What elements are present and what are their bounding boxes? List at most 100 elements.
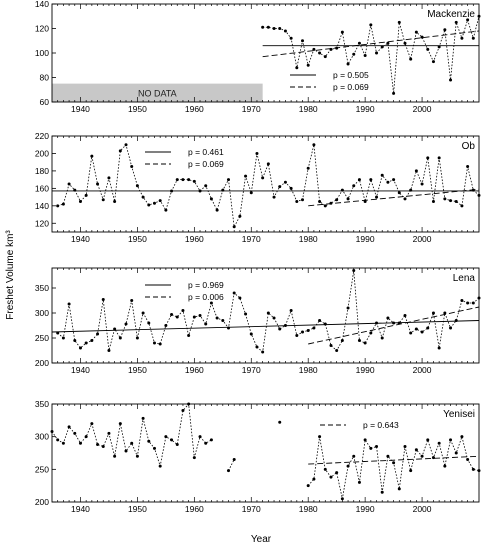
y-tick-label: 250 bbox=[35, 464, 49, 474]
series-line bbox=[57, 270, 480, 353]
data-point bbox=[449, 326, 453, 330]
data-point bbox=[73, 431, 77, 435]
data-point bbox=[466, 165, 470, 169]
data-point bbox=[101, 444, 105, 448]
data-point bbox=[352, 269, 356, 272]
data-point bbox=[312, 326, 316, 330]
data-point bbox=[56, 204, 60, 208]
x-tick-label: 1990 bbox=[356, 504, 375, 514]
data-point bbox=[460, 299, 464, 302]
data-point bbox=[375, 195, 379, 199]
data-point bbox=[164, 435, 168, 439]
data-point bbox=[141, 311, 145, 315]
data-point bbox=[454, 20, 458, 24]
data-point bbox=[261, 25, 265, 29]
y-tick-label: 300 bbox=[35, 308, 49, 318]
data-point bbox=[272, 195, 276, 199]
data-point bbox=[306, 166, 310, 170]
data-point bbox=[346, 464, 350, 468]
data-point bbox=[312, 143, 316, 147]
data-point bbox=[403, 197, 407, 201]
no-data-label: NO DATA bbox=[138, 88, 177, 98]
panel-lena: 200 250 300 350 1940 1950 1960 1970 1980 1990 2000… bbox=[35, 267, 481, 375]
data-point bbox=[175, 443, 179, 447]
data-point bbox=[124, 322, 128, 326]
x-tick-label: 1940 bbox=[71, 504, 90, 514]
data-point bbox=[135, 336, 139, 340]
data-point bbox=[380, 336, 384, 340]
data-point bbox=[101, 298, 105, 301]
data-point bbox=[375, 51, 379, 55]
y-tick-label: 100 bbox=[35, 48, 49, 58]
data-point bbox=[266, 162, 270, 166]
data-point bbox=[363, 438, 367, 442]
series-line bbox=[51, 403, 212, 467]
x-tick-label: 1980 bbox=[299, 365, 318, 375]
y-tick-label: 140 bbox=[35, 0, 49, 9]
x-tick-label: 2000 bbox=[413, 504, 432, 514]
data-point bbox=[346, 197, 350, 201]
y-tick-label: 60 bbox=[40, 97, 50, 107]
x-axis-label: Year bbox=[251, 534, 272, 545]
data-point bbox=[192, 179, 196, 183]
data-point bbox=[420, 330, 424, 334]
data-point bbox=[278, 327, 282, 331]
data-point bbox=[420, 35, 424, 39]
data-point bbox=[306, 329, 310, 332]
panel-ob: 120 140 160 180 200 220 1940 1950 1960 1970 1980 19… bbox=[35, 131, 481, 244]
panel-yenisei: 200 250 300 350 1940 1950 1960 1970 1980 1990 2000… bbox=[35, 399, 481, 514]
x-tick-label: 1960 bbox=[185, 234, 204, 244]
x-tick-label: 1960 bbox=[185, 365, 204, 375]
data-point bbox=[409, 469, 413, 473]
data-point bbox=[312, 477, 316, 481]
data-point bbox=[357, 178, 361, 182]
data-point bbox=[295, 66, 299, 70]
data-point bbox=[369, 23, 373, 27]
data-point bbox=[61, 441, 65, 445]
data-point bbox=[283, 180, 287, 184]
data-point bbox=[426, 326, 430, 330]
data-point bbox=[107, 349, 111, 352]
data-point bbox=[147, 439, 151, 443]
data-point bbox=[329, 475, 333, 479]
plot-frame bbox=[51, 135, 480, 233]
x-tick-label: 1970 bbox=[242, 504, 261, 514]
data-point bbox=[90, 154, 94, 158]
data-point bbox=[266, 311, 270, 315]
data-point bbox=[244, 312, 248, 316]
data-point bbox=[113, 327, 117, 331]
data-point bbox=[67, 425, 71, 429]
data-point bbox=[204, 322, 208, 326]
trend-line-dashed bbox=[308, 306, 480, 345]
data-point bbox=[403, 41, 407, 45]
data-point bbox=[403, 314, 407, 317]
y-tick-label: 180 bbox=[35, 166, 49, 176]
data-point bbox=[278, 185, 282, 189]
data-point bbox=[335, 471, 339, 475]
data-point bbox=[124, 143, 128, 147]
data-point bbox=[244, 174, 248, 178]
data-point bbox=[403, 444, 407, 448]
data-point bbox=[466, 301, 470, 305]
data-point bbox=[238, 214, 242, 218]
data-point bbox=[301, 198, 305, 202]
data-point bbox=[204, 184, 208, 188]
y-tick-label: 200 bbox=[35, 148, 49, 158]
data-point bbox=[255, 345, 259, 349]
data-point bbox=[78, 441, 82, 445]
data-point bbox=[471, 36, 475, 40]
data-point bbox=[130, 441, 134, 445]
data-point bbox=[329, 344, 333, 347]
data-point bbox=[181, 309, 185, 312]
y-tick-label: 220 bbox=[35, 131, 49, 141]
data-point bbox=[198, 314, 202, 317]
data-point bbox=[295, 334, 299, 337]
data-point bbox=[238, 296, 242, 300]
data-point bbox=[466, 458, 470, 462]
data-point bbox=[209, 301, 213, 305]
legend-label: p = 0.643 bbox=[363, 420, 399, 430]
data-point bbox=[471, 301, 475, 305]
data-point bbox=[369, 331, 373, 335]
data-point bbox=[357, 41, 361, 45]
y-tick-label: 80 bbox=[40, 73, 50, 83]
